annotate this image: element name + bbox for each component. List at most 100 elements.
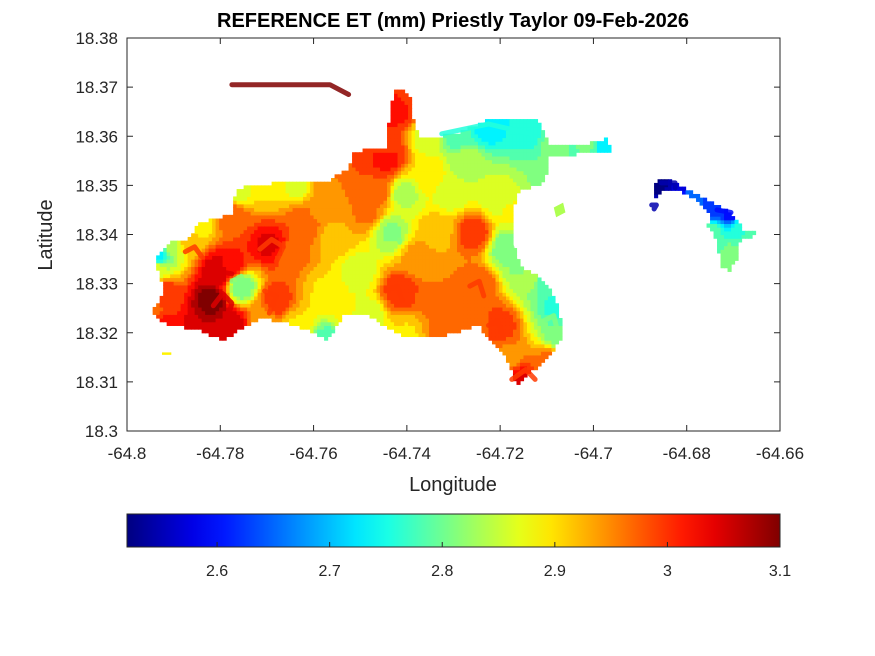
et-cell [394,111,399,116]
et-cell [429,251,434,256]
et-cell [327,295,332,301]
et-cell [495,225,500,231]
et-cell [443,321,448,326]
et-cell [352,281,357,286]
et-cell [313,236,318,242]
et-cell [512,281,518,286]
et-cell [282,236,287,242]
et-cell [208,299,213,304]
et-cell [450,163,455,168]
et-cell [411,122,416,128]
et-cell [387,240,392,245]
et-cell [411,325,416,330]
et-cell [498,133,504,139]
et-cell [236,244,241,249]
et-cell [425,166,430,172]
et-cell [369,266,374,271]
et-cell [285,181,290,186]
et-cell [345,262,350,268]
et-cell [477,240,483,245]
et-cell [310,310,315,315]
et-cell [512,292,518,297]
et-cell [474,244,479,249]
et-cell [554,340,560,345]
et-cell [436,325,441,330]
et-cell [509,166,514,172]
et-cell [457,137,462,142]
et-cell [516,284,521,290]
et-cell [537,347,542,352]
et-cell [348,262,353,268]
et-cell [327,259,332,264]
et-cell [481,222,486,227]
et-cell [509,122,514,128]
et-cell [484,244,490,249]
et-cell [313,281,318,286]
et-cell [443,189,448,194]
et-cell [390,100,395,105]
et-cell [285,299,290,304]
et-cell [376,203,381,209]
et-cell [509,281,514,286]
et-cell [397,174,402,179]
et-cell [404,321,409,326]
et-cell [481,174,486,179]
et-cell [317,218,322,223]
et-cell [491,255,497,260]
et-cell [477,229,483,234]
et-cell [505,255,511,260]
et-cell [180,314,185,319]
et-cell [481,225,486,231]
et-cell [268,248,273,253]
et-cell [278,299,283,304]
et-cell [491,240,497,245]
et-cell [558,329,563,334]
et-cell [233,259,238,264]
et-cell [159,262,164,268]
et-cell [362,163,367,168]
et-cell [257,207,262,212]
et-cell [512,351,518,356]
et-cell [240,299,245,304]
et-cell [348,214,353,220]
et-cell [306,251,311,256]
et-cell [477,251,483,256]
et-cell [173,259,178,264]
et-cell [495,185,500,190]
et-cell [359,303,364,308]
et-cell [355,225,360,231]
et-cell [212,318,217,323]
et-cell [533,148,539,153]
et-cell [334,259,339,264]
et-cell [222,321,227,326]
et-cell [491,141,497,146]
et-cell [327,329,332,334]
et-cell [289,295,294,301]
et-cell [222,240,227,245]
et-cell [495,306,500,312]
et-cell [243,236,248,242]
et-cell [376,174,381,179]
et-cell [285,270,290,275]
et-cell [498,284,504,290]
et-cell [177,303,182,308]
et-cell [369,248,374,253]
et-cell [418,325,423,330]
et-cell [397,163,402,168]
et-cell [429,244,434,249]
et-cell [268,281,273,286]
et-cell [505,229,511,234]
et-cell [415,200,420,205]
et-cell [201,314,206,319]
et-cell [376,192,381,198]
et-cell [296,314,301,319]
et-cell [519,358,525,363]
et-cell [491,325,497,330]
et-cell [505,273,511,279]
et-cell [474,181,479,186]
et-cell [387,185,392,190]
et-cell [491,314,497,319]
et-cell [453,163,458,168]
et-cell [453,314,458,319]
et-cell [460,214,465,220]
